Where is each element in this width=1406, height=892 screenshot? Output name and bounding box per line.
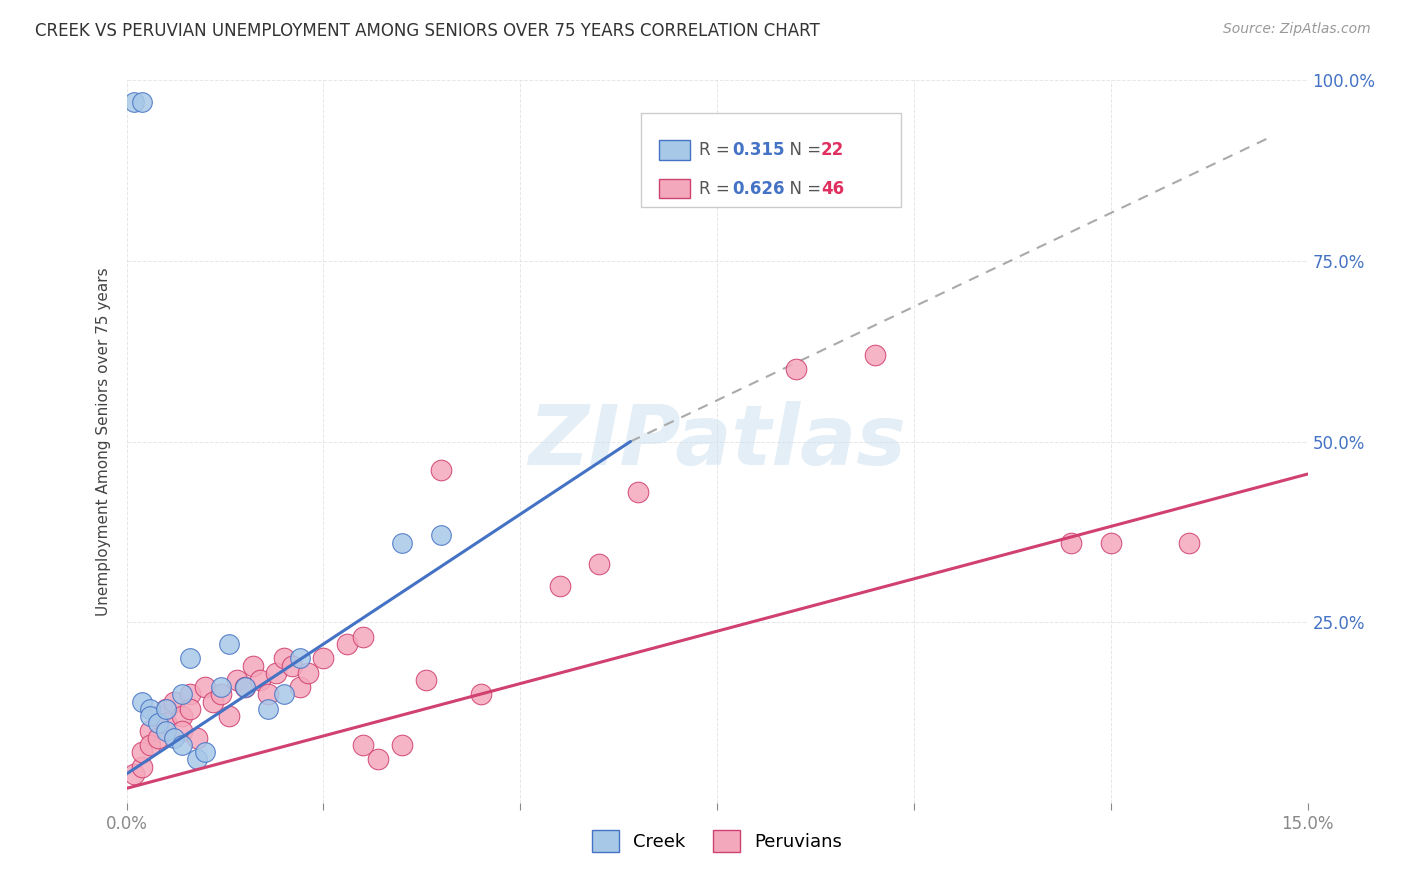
Point <box>391 738 413 752</box>
Point <box>352 738 374 752</box>
Y-axis label: Unemployment Among Seniors over 75 years: Unemployment Among Seniors over 75 years <box>96 268 111 615</box>
Point <box>273 651 295 665</box>
Point <box>233 680 256 694</box>
Point <box>170 738 193 752</box>
Point <box>139 738 162 752</box>
Point <box>139 709 162 723</box>
Point <box>297 665 319 680</box>
Text: ZIPatlas: ZIPatlas <box>529 401 905 482</box>
Point <box>163 731 186 745</box>
Point <box>202 695 225 709</box>
Point <box>179 702 201 716</box>
Point <box>218 637 240 651</box>
Point <box>785 362 807 376</box>
Point <box>139 723 162 738</box>
Point <box>218 709 240 723</box>
Text: N =: N = <box>779 141 827 159</box>
Text: CREEK VS PERUVIAN UNEMPLOYMENT AMONG SENIORS OVER 75 YEARS CORRELATION CHART: CREEK VS PERUVIAN UNEMPLOYMENT AMONG SEN… <box>35 22 820 40</box>
Point <box>257 687 280 701</box>
Point <box>1178 535 1201 549</box>
Point <box>131 95 153 109</box>
Point <box>209 687 232 701</box>
Point <box>548 579 571 593</box>
Point <box>155 702 177 716</box>
Text: 22: 22 <box>821 141 845 159</box>
Text: N =: N = <box>779 179 827 198</box>
Point <box>194 745 217 759</box>
Point <box>391 535 413 549</box>
Point <box>288 680 311 694</box>
Point <box>627 485 650 500</box>
Point <box>179 687 201 701</box>
Point <box>179 651 201 665</box>
Point <box>863 348 886 362</box>
Point <box>155 723 177 738</box>
Point <box>352 630 374 644</box>
Text: 0.626: 0.626 <box>733 179 785 198</box>
Point <box>186 752 208 766</box>
Point <box>124 767 146 781</box>
Point <box>186 731 208 745</box>
Point <box>146 716 169 731</box>
Point <box>281 658 304 673</box>
Point <box>225 673 247 687</box>
Point <box>194 680 217 694</box>
Point <box>336 637 359 651</box>
Text: 46: 46 <box>821 179 844 198</box>
Text: R =: R = <box>699 179 735 198</box>
Legend: Creek, Peruvians: Creek, Peruvians <box>585 822 849 859</box>
Point <box>170 687 193 701</box>
Point <box>242 658 264 673</box>
Point <box>170 723 193 738</box>
Point <box>131 695 153 709</box>
Text: R =: R = <box>699 141 735 159</box>
Point <box>155 716 177 731</box>
Point <box>124 95 146 109</box>
Point <box>430 463 453 477</box>
Point <box>415 673 437 687</box>
Point <box>170 709 193 723</box>
Text: 0.315: 0.315 <box>733 141 785 159</box>
Point <box>588 558 610 572</box>
Text: Source: ZipAtlas.com: Source: ZipAtlas.com <box>1223 22 1371 37</box>
Point <box>257 702 280 716</box>
Point <box>367 752 389 766</box>
Point <box>312 651 335 665</box>
Point <box>233 680 256 694</box>
Point <box>470 687 492 701</box>
Point <box>249 673 271 687</box>
Point <box>131 760 153 774</box>
Point <box>273 687 295 701</box>
Point <box>288 651 311 665</box>
Point <box>430 528 453 542</box>
Point <box>1060 535 1083 549</box>
Point <box>146 731 169 745</box>
Point <box>146 709 169 723</box>
Point <box>139 702 162 716</box>
Point <box>155 702 177 716</box>
Point <box>163 695 186 709</box>
Point <box>209 680 232 694</box>
Point <box>264 665 287 680</box>
Point <box>1099 535 1122 549</box>
Point <box>131 745 153 759</box>
